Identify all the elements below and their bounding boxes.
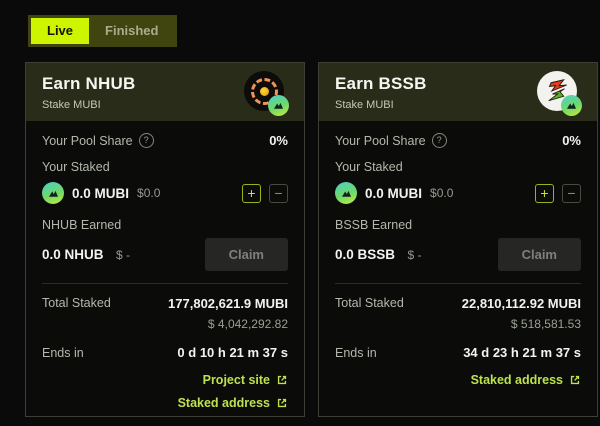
staked-usd: $0.0 xyxy=(430,186,454,200)
external-link-icon xyxy=(277,398,287,408)
card-header: Earn BSSB Stake MUBI xyxy=(319,63,597,121)
staked-address-link[interactable]: Staked address xyxy=(471,373,581,387)
card-header: Earn NHUB Stake MUBI xyxy=(26,63,304,121)
earned-label: BSSB Earned xyxy=(335,218,413,232)
pool-share-value: 0% xyxy=(562,133,581,148)
staked-usd: $0.0 xyxy=(137,186,161,200)
your-staked-label: Your Staked xyxy=(42,160,110,174)
mubi-token-icon xyxy=(335,182,357,204)
pool-share-label: Your Pool Share xyxy=(335,133,426,148)
stake-add-button[interactable]: + xyxy=(535,183,554,203)
earned-amount: 0.0 BSSB xyxy=(335,246,396,262)
divider xyxy=(335,283,581,284)
ends-in-label: Ends in xyxy=(335,345,377,360)
earned-usd: $ - xyxy=(407,247,422,262)
project-site-link[interactable]: Project site xyxy=(203,373,288,387)
pool-card-nhub: Earn NHUB Stake MUBI Your Pool Share ? 0… xyxy=(25,62,305,417)
earned-amount: 0.0 NHUB xyxy=(42,246,104,262)
earned-label: NHUB Earned xyxy=(42,218,122,232)
tab-finished[interactable]: Finished xyxy=(105,23,159,38)
bssb-token-icon xyxy=(537,71,577,111)
external-link-icon xyxy=(570,375,580,385)
ends-in-value: 34 d 23 h 21 m 37 s xyxy=(463,345,581,360)
claim-button[interactable]: Claim xyxy=(204,238,288,271)
ends-in-label: Ends in xyxy=(42,345,84,360)
pool-share-value: 0% xyxy=(269,133,288,148)
mubi-token-icon xyxy=(42,182,64,204)
claim-button[interactable]: Claim xyxy=(497,238,581,271)
total-staked-label: Total Staked xyxy=(335,296,404,310)
total-staked-usd: $ 518,581.53 xyxy=(510,317,581,331)
staked-address-link[interactable]: Staked address xyxy=(178,396,288,410)
ends-in-value: 0 d 10 h 21 m 37 s xyxy=(177,345,288,360)
card-subtitle: Stake MUBI xyxy=(42,98,101,111)
stake-add-button[interactable]: + xyxy=(242,183,261,203)
pool-share-label: Your Pool Share xyxy=(42,133,133,148)
total-staked-usd: $ 4,042,292.82 xyxy=(207,317,288,331)
pool-cards: Earn NHUB Stake MUBI Your Pool Share ? 0… xyxy=(25,62,598,417)
earned-usd: $ - xyxy=(115,247,130,262)
staked-amount: 0.0 MUBI xyxy=(365,185,423,201)
total-staked-label: Total Staked xyxy=(42,296,111,310)
total-staked-value: 177,802,621.9 MUBI xyxy=(168,296,288,311)
pool-status-toggle: Live Finished xyxy=(28,15,178,47)
pool-card-bssb: Earn BSSB Stake MUBI Your Pool Share xyxy=(318,62,598,417)
nhub-token-icon xyxy=(244,71,284,111)
stake-remove-button[interactable]: − xyxy=(562,183,581,203)
divider xyxy=(42,283,288,284)
staked-amount: 0.0 MUBI xyxy=(72,185,130,201)
card-subtitle: Stake MUBI xyxy=(335,98,394,111)
stake-remove-button[interactable]: − xyxy=(269,183,288,203)
card-title: Earn BSSB xyxy=(335,73,427,93)
total-staked-value: 22,810,112.92 MUBI xyxy=(461,296,581,311)
mubi-token-icon xyxy=(561,95,582,116)
tab-live[interactable]: Live xyxy=(31,18,90,44)
mubi-token-icon xyxy=(268,95,289,116)
help-icon[interactable]: ? xyxy=(431,133,447,148)
card-title: Earn NHUB xyxy=(42,73,136,93)
your-staked-label: Your Staked xyxy=(335,160,403,174)
external-link-icon xyxy=(277,375,287,385)
help-icon[interactable]: ? xyxy=(138,133,154,148)
